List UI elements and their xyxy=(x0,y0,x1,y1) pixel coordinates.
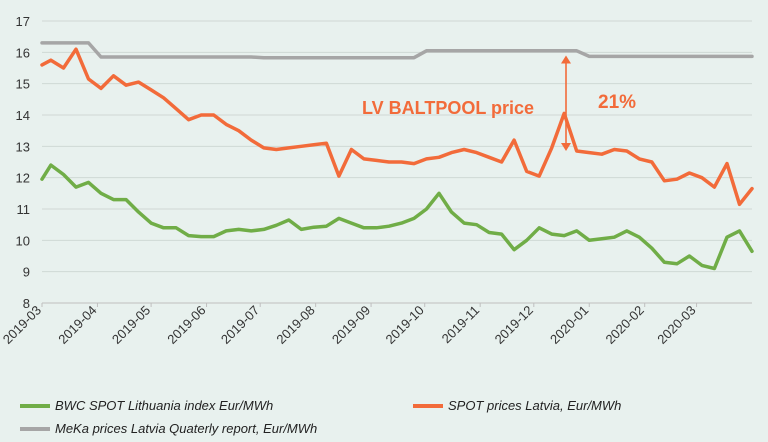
y-tick-label: 16 xyxy=(16,45,30,60)
y-tick-label: 10 xyxy=(16,233,30,248)
legend-item: MeKa prices Latvia Quaterly report, Eur/… xyxy=(20,421,317,436)
x-tick-label: 2020-02 xyxy=(602,303,646,347)
percent-arrow xyxy=(561,55,572,152)
legend-item: SPOT prices Latvia, Eur/MWh xyxy=(413,398,621,413)
baltpool-annotation: LV BALTPOOL price xyxy=(362,98,534,118)
y-tick-label: 14 xyxy=(16,108,30,123)
spot-latvia-series xyxy=(40,47,754,207)
x-tick-label: 2019-11 xyxy=(439,303,483,347)
grid-lines xyxy=(42,20,752,304)
y-axis: 8 9 10 11 12 13 14 15 16 17 xyxy=(16,14,30,311)
x-tick-label: 2019-12 xyxy=(492,303,536,347)
y-tick-label: 15 xyxy=(16,77,30,92)
arrow-head-up xyxy=(561,55,572,64)
x-axis: 2019-03 2019-04 2019-05 2019-06 2019-07 2019-… xyxy=(0,303,699,347)
y-tick-label: 12 xyxy=(16,171,30,186)
y-tick-label: 13 xyxy=(16,139,30,154)
x-tick-label: 2019-10 xyxy=(382,303,426,347)
y-tick-label: 17 xyxy=(16,14,30,29)
percent-annotation: 21% xyxy=(598,92,636,113)
x-tick-label: 2019-05 xyxy=(109,303,153,347)
arrow-head-down xyxy=(561,143,572,152)
bwc-lithuania-series xyxy=(40,163,754,271)
y-tick-label: 8 xyxy=(23,296,30,311)
legend-label: MeKa prices Latvia Quaterly report, Eur/… xyxy=(55,421,317,436)
x-tick-label: 2019-07 xyxy=(218,303,262,347)
legend-label: SPOT prices Latvia, Eur/MWh xyxy=(448,398,621,413)
x-tick-label: 2020-01 xyxy=(547,303,591,347)
x-tick-label: 2019-08 xyxy=(273,303,317,347)
x-tick-label: 2019-04 xyxy=(55,303,99,347)
legend: BWC SPOT Lithuania index Eur/MWh SPOT pri… xyxy=(20,398,621,436)
legend-item: BWC SPOT Lithuania index Eur/MWh xyxy=(20,398,273,413)
x-tick-label: 2019-06 xyxy=(164,303,208,347)
series-layer xyxy=(40,41,754,271)
legend-label: BWC SPOT Lithuania index Eur/MWh xyxy=(55,398,273,413)
x-tick-label: 2019-09 xyxy=(329,303,373,347)
x-tick-label: 2020-03 xyxy=(654,303,698,347)
y-tick-label: 9 xyxy=(23,265,30,280)
meka-latvia-series xyxy=(40,41,754,60)
y-tick-label: 11 xyxy=(17,202,31,217)
